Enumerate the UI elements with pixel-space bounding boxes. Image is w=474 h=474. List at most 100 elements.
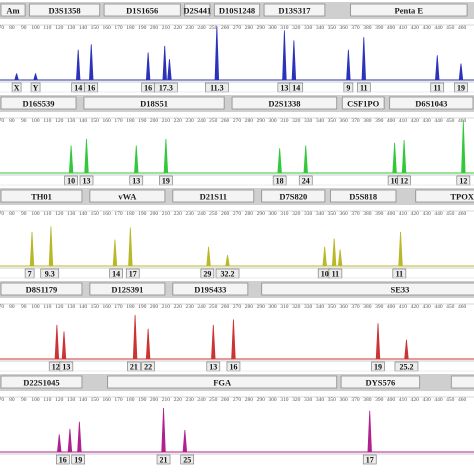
allele-call-box[interactable]: 13 <box>206 361 221 372</box>
allele-peak[interactable] <box>128 227 133 267</box>
allele-peak[interactable] <box>331 238 337 267</box>
allele-call-box[interactable]: 32.2 <box>215 268 240 279</box>
allele-peak[interactable] <box>206 246 211 266</box>
allele-peak[interactable] <box>112 239 118 266</box>
allele-peak[interactable] <box>162 45 167 80</box>
locus-box[interactable]: D8S1179 <box>0 282 83 296</box>
allele-call-box[interactable]: 17.3 <box>154 82 178 92</box>
allele-call-box[interactable]: 7 <box>24 268 35 279</box>
allele-call-box[interactable]: 12 <box>397 175 411 185</box>
allele-call-box[interactable]: 9.3 <box>40 268 60 279</box>
allele-peak[interactable] <box>367 410 372 452</box>
allele-peak[interactable] <box>61 331 67 360</box>
allele-peak[interactable] <box>435 55 440 80</box>
allele-call-box[interactable]: 21 <box>127 361 141 372</box>
locus-box[interactable]: Penta E <box>350 3 468 17</box>
allele-peak[interactable] <box>214 26 220 81</box>
allele-peak[interactable] <box>182 430 188 452</box>
locus-box[interactable]: D6S1043 <box>389 96 474 110</box>
allele-peak[interactable] <box>322 246 327 266</box>
allele-call-box[interactable]: 13 <box>79 175 94 185</box>
allele-peak[interactable] <box>461 120 466 173</box>
allele-call-box[interactable]: 13 <box>129 175 144 185</box>
locus-box[interactable]: D1S1656 <box>103 3 181 17</box>
allele-call-box[interactable]: 11.3 <box>205 82 229 92</box>
locus-box[interactable]: Am <box>0 3 26 17</box>
allele-peak[interactable] <box>277 148 282 173</box>
allele-call-box[interactable]: 29 <box>200 268 215 279</box>
allele-call-box[interactable]: 14 <box>289 82 304 92</box>
allele-call-box[interactable]: 10 <box>64 175 78 185</box>
locus-box[interactable]: SE33 <box>261 282 474 296</box>
allele-peak[interactable] <box>145 328 151 359</box>
allele-peak[interactable] <box>231 319 236 359</box>
allele-peak[interactable] <box>33 73 38 80</box>
allele-call-box[interactable]: Y <box>30 82 41 92</box>
allele-peak[interactable] <box>211 324 216 359</box>
allele-call-box[interactable]: 11 <box>430 82 445 92</box>
locus-box[interactable]: D21S11 <box>172 189 255 203</box>
allele-peak[interactable] <box>145 52 151 81</box>
allele-call-box[interactable]: 14 <box>71 82 86 92</box>
allele-peak[interactable] <box>167 59 172 80</box>
locus-box[interactable]: DYS576 <box>340 375 421 389</box>
allele-peak[interactable] <box>404 339 409 359</box>
allele-call-box[interactable]: 14 <box>109 268 123 279</box>
allele-peak[interactable] <box>398 231 403 266</box>
allele-peak[interactable] <box>14 73 19 80</box>
allele-peak[interactable] <box>89 44 94 80</box>
allele-peak[interactable] <box>401 140 407 173</box>
allele-call-box[interactable]: 19 <box>371 361 385 372</box>
locus-box[interactable]: DYS570 <box>450 375 474 389</box>
allele-call-box[interactable]: X <box>11 82 22 92</box>
allele-peak[interactable] <box>68 145 74 174</box>
allele-call-box[interactable]: 13 <box>59 361 74 372</box>
allele-peak[interactable] <box>375 323 381 359</box>
allele-peak[interactable] <box>458 63 464 81</box>
allele-peak[interactable] <box>161 408 166 452</box>
locus-box[interactable]: D3S1358 <box>29 3 101 17</box>
allele-call-box[interactable]: 25.2 <box>394 361 419 372</box>
allele-call-box[interactable]: 19 <box>454 82 468 92</box>
allele-call-box[interactable]: 11 <box>392 268 407 279</box>
allele-call-box[interactable]: 16 <box>84 82 99 92</box>
allele-peak[interactable] <box>29 231 35 266</box>
allele-call-box[interactable]: 11 <box>356 82 371 92</box>
allele-peak[interactable] <box>361 37 366 80</box>
allele-call-box[interactable]: 22 <box>141 361 155 372</box>
allele-call-box[interactable]: 13 <box>277 82 292 92</box>
allele-peak[interactable] <box>67 428 73 452</box>
locus-box[interactable]: TPOX <box>415 189 474 203</box>
allele-peak[interactable] <box>163 138 169 173</box>
allele-peak[interactable] <box>337 249 343 267</box>
allele-peak[interactable] <box>84 138 89 173</box>
locus-box[interactable]: D19S433 <box>172 282 249 296</box>
locus-box[interactable]: vWA <box>89 189 166 203</box>
allele-call-box[interactable]: 16 <box>141 82 155 92</box>
allele-peak[interactable] <box>225 255 230 266</box>
allele-call-box[interactable]: 11 <box>328 268 343 279</box>
locus-box[interactable]: D13S317 <box>263 3 326 17</box>
allele-call-box[interactable]: 16 <box>226 361 241 372</box>
locus-box[interactable]: D18S51 <box>83 96 225 110</box>
allele-call-box[interactable]: 19 <box>71 454 86 465</box>
locus-box[interactable]: D12S391 <box>89 282 166 296</box>
locus-box[interactable]: D10S1248 <box>213 3 261 17</box>
locus-box[interactable]: TH01 <box>0 189 83 203</box>
locus-box[interactable]: FGA <box>107 375 338 389</box>
allele-call-box[interactable]: 16 <box>56 454 70 465</box>
allele-call-box[interactable]: 9 <box>343 82 354 92</box>
allele-peak[interactable] <box>54 324 60 359</box>
allele-peak[interactable] <box>282 30 287 81</box>
locus-box[interactable]: D2S1338 <box>231 96 338 110</box>
allele-peak[interactable] <box>392 142 397 173</box>
allele-call-box[interactable]: 18 <box>272 175 287 185</box>
allele-peak[interactable] <box>303 145 308 174</box>
allele-peak[interactable] <box>57 434 62 452</box>
locus-box[interactable]: D5S818 <box>330 189 397 203</box>
locus-box[interactable]: D16S539 <box>0 96 77 110</box>
locus-box[interactable]: CSF1PO <box>341 96 385 110</box>
allele-call-box[interactable]: 21 <box>156 454 171 465</box>
allele-call-box[interactable]: 24 <box>298 175 313 185</box>
locus-box[interactable]: D2S441 <box>183 3 211 17</box>
